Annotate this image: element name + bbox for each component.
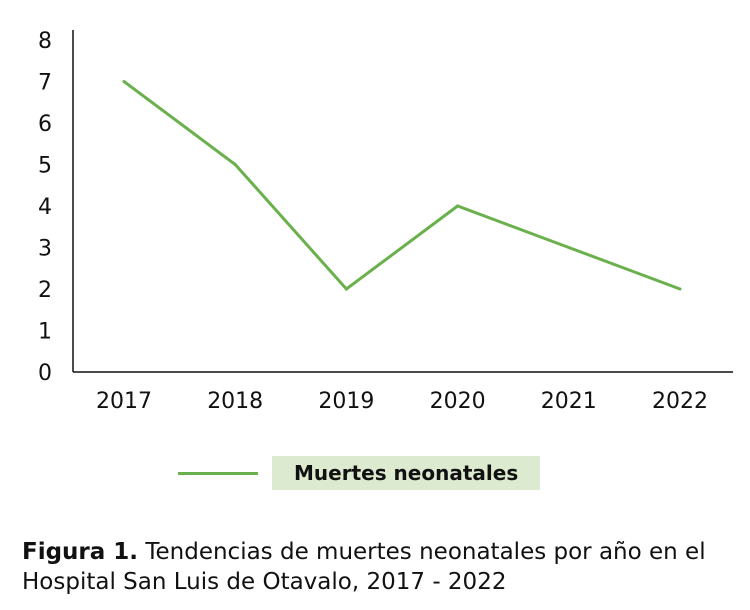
- data-point: [678, 287, 682, 291]
- y-tick-label: 8: [38, 29, 52, 54]
- x-tick-label: 2018: [207, 389, 263, 414]
- y-tick-label: 6: [38, 112, 52, 137]
- data-point: [344, 287, 348, 291]
- line-chart: 0 1 2 3 4 5 6 7 8 2017 2018 2019 2020 2021 2022: [38, 29, 733, 414]
- x-tick-label: 2019: [318, 389, 374, 414]
- x-tick-label: 2017: [96, 389, 152, 414]
- legend: Muertes neonatales: [178, 456, 541, 490]
- caption-label: Figura 1.: [22, 539, 139, 565]
- caption-text: Tendencias de muertes neonatales por año…: [22, 539, 706, 595]
- figure-caption: Figura 1. Tendencias de muertes neonatal…: [22, 537, 750, 597]
- x-tick-label: 2021: [541, 389, 597, 414]
- y-tick-label: 0: [38, 361, 52, 386]
- y-tick-label: 1: [38, 320, 52, 345]
- data-point: [567, 246, 571, 249]
- series-group: [122, 80, 682, 292]
- y-tick-label: 2: [38, 278, 52, 303]
- y-tick-label: 7: [38, 71, 52, 96]
- data-point: [456, 204, 460, 208]
- x-axis: 2017 2018 2019 2020 2021 2022: [73, 371, 733, 414]
- data-point: [233, 163, 237, 166]
- x-tick-label: 2022: [652, 389, 708, 414]
- y-axis: 0 1 2 3 4 5 6 7 8: [38, 29, 74, 386]
- y-tick-label: 5: [38, 154, 52, 179]
- legend-label: Muertes neonatales: [272, 456, 541, 490]
- x-tick-label: 2020: [430, 389, 486, 414]
- legend-line-swatch: [178, 471, 258, 475]
- data-point: [122, 80, 126, 83]
- series-line: [123, 80, 681, 292]
- y-tick-label: 4: [38, 195, 52, 220]
- y-tick-label: 3: [38, 237, 52, 262]
